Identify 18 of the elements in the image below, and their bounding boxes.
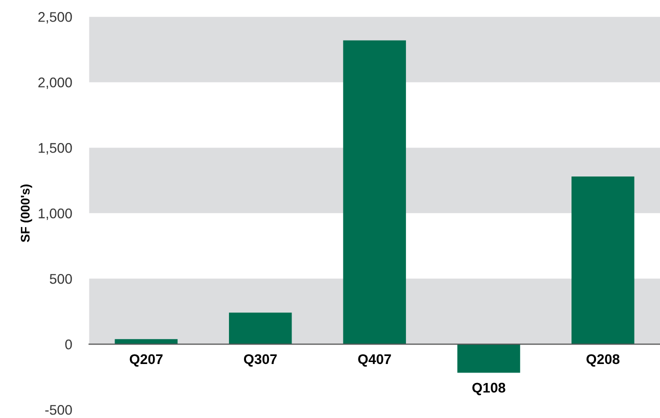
y-axis-title: SF (000's) xyxy=(20,184,32,242)
y-tick-label: 1,500 xyxy=(38,143,72,155)
bar xyxy=(114,339,178,344)
x-tick-label: Q307 xyxy=(244,354,277,367)
bar xyxy=(343,40,406,344)
x-tick-label: Q208 xyxy=(586,354,620,367)
y-tick-label: 2,500 xyxy=(38,12,72,24)
bar xyxy=(228,312,292,344)
y-tick-label: -500 xyxy=(45,404,72,415)
y-tick-label: 1,000 xyxy=(38,208,72,220)
x-tick-label: Q108 xyxy=(472,382,506,396)
x-tick-label: Q407 xyxy=(358,354,391,367)
y-tick-label: 0 xyxy=(65,339,72,350)
x-tick-label: Q207 xyxy=(130,354,163,367)
bar xyxy=(457,344,520,373)
bar xyxy=(572,176,634,344)
y-tick-label: 2,000 xyxy=(38,78,72,90)
y-tick-label: 500 xyxy=(50,274,72,284)
